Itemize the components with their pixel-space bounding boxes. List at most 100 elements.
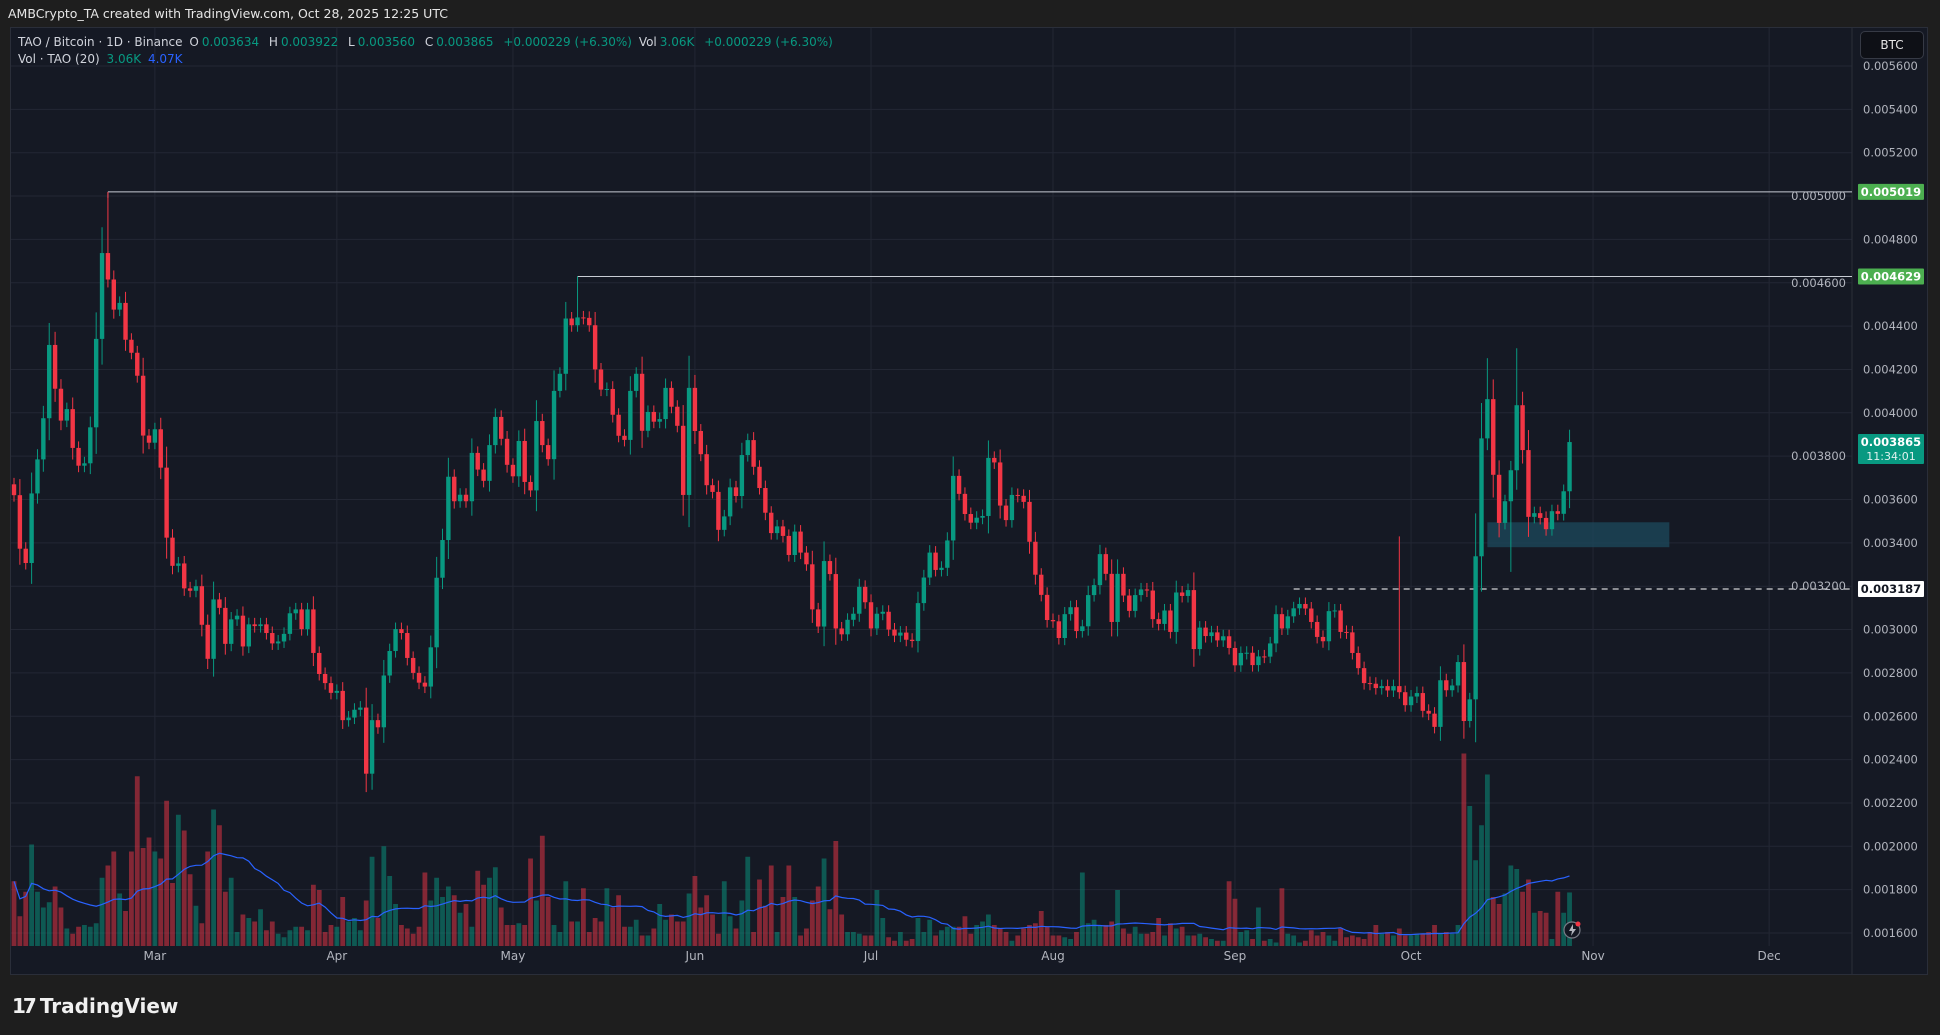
candle[interactable] [610,381,615,423]
candle[interactable] [1279,607,1285,635]
candle[interactable] [463,488,469,508]
candle[interactable] [769,506,774,540]
candle[interactable] [299,602,304,636]
candle[interactable] [1203,621,1208,643]
candle[interactable] [187,581,193,598]
candle[interactable] [992,451,997,469]
candle[interactable] [892,623,897,643]
candle[interactable] [1097,544,1103,595]
candle[interactable] [1039,568,1044,602]
symbol-title[interactable]: TAO / Bitcoin · 1D · Binance [18,35,183,49]
candle[interactable] [17,479,23,565]
candle[interactable] [1514,348,1519,490]
candle[interactable] [170,529,175,575]
candle[interactable] [551,370,557,480]
candle[interactable] [1009,487,1015,528]
candle[interactable] [305,602,310,636]
candle[interactable] [786,529,792,562]
candle[interactable] [1461,644,1467,739]
candle[interactable] [510,458,516,483]
candle[interactable] [1303,597,1308,616]
candle[interactable] [1555,504,1561,521]
candle[interactable] [1244,646,1249,660]
candle[interactable] [1291,601,1296,623]
candle[interactable] [1520,391,1525,464]
candle[interactable] [205,614,210,670]
candle[interactable] [751,432,756,475]
candle[interactable] [281,627,287,648]
candle[interactable] [956,469,962,501]
candle[interactable] [1426,704,1431,721]
candle[interactable] [1033,531,1038,585]
candle[interactable] [416,666,422,690]
candle[interactable] [41,405,46,472]
candle[interactable] [1074,600,1079,639]
candle[interactable] [604,382,610,397]
candle[interactable] [534,400,539,512]
candle[interactable] [1086,585,1091,636]
candle[interactable] [1221,629,1226,647]
candle[interactable] [469,438,475,516]
candle[interactable] [898,626,903,643]
candle[interactable] [686,355,692,528]
candle[interactable] [1338,603,1343,639]
candle[interactable] [1444,673,1449,697]
candle[interactable] [692,374,698,444]
candle[interactable] [733,480,739,503]
candle[interactable] [228,612,234,652]
candle[interactable] [29,472,34,584]
candle[interactable] [457,488,463,508]
candle[interactable] [1438,666,1443,741]
candle[interactable] [1314,615,1320,644]
candle[interactable] [1262,649,1267,664]
candle[interactable] [880,605,885,621]
candle[interactable] [47,322,52,441]
candle[interactable] [810,550,815,623]
candle[interactable] [352,703,357,725]
candle[interactable] [446,457,451,560]
candle[interactable] [452,469,457,509]
candle[interactable] [358,701,363,717]
candle[interactable] [487,434,492,492]
currency-button[interactable]: BTC [1860,31,1924,59]
candle[interactable] [1015,488,1020,503]
candle[interactable] [399,622,404,640]
candle[interactable] [252,617,257,633]
candle[interactable] [951,456,956,560]
candle[interactable] [904,626,909,647]
candle[interactable] [499,410,504,446]
candle[interactable] [651,405,657,429]
candle[interactable] [704,444,709,495]
candle[interactable] [381,659,387,743]
candle[interactable] [369,704,375,790]
candle[interactable] [70,397,75,460]
candle[interactable] [1021,489,1026,509]
candle[interactable] [405,625,410,666]
candle[interactable] [475,446,480,477]
candle[interactable] [99,227,105,365]
candle[interactable] [874,607,880,635]
candle[interactable] [886,605,891,637]
candle[interactable] [1174,580,1179,644]
candle[interactable] [1080,619,1085,638]
candle[interactable] [340,682,345,729]
candle[interactable] [1250,646,1255,672]
candle[interactable] [945,532,950,576]
candle[interactable] [117,296,122,317]
candle[interactable] [493,408,498,454]
candle[interactable] [428,635,433,699]
candle[interactable] [1496,460,1502,538]
candle[interactable] [1003,499,1009,527]
candle[interactable] [11,477,17,502]
candle[interactable] [528,475,533,497]
candle[interactable] [1561,484,1566,521]
candle[interactable] [1356,646,1361,675]
candle[interactable] [980,509,985,525]
candle[interactable] [1479,403,1484,592]
candle[interactable] [1232,641,1238,672]
candle[interactable] [1162,603,1167,631]
candle[interactable] [540,413,545,453]
candle[interactable] [962,487,968,521]
candle[interactable] [645,405,651,438]
